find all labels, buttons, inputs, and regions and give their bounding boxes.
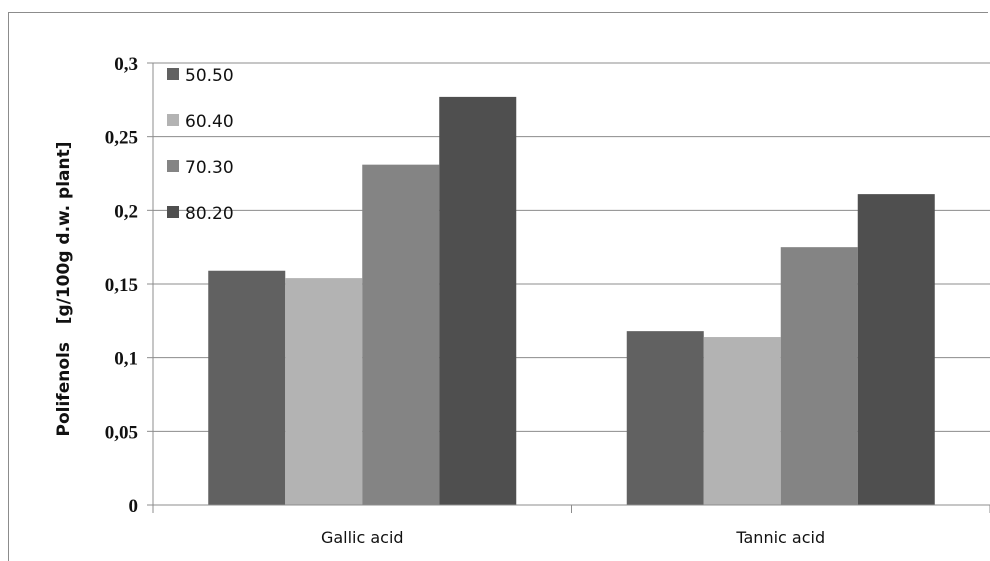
axes <box>147 62 990 513</box>
legend-swatch <box>167 114 179 126</box>
legend-label: 80.20 <box>185 204 234 224</box>
legend-swatch <box>167 160 179 172</box>
y-tick-label: 0,25 <box>105 128 138 149</box>
x-tick-labels: Gallic acid Tannic acid <box>321 528 825 547</box>
bar-60.40-tannic-acid <box>703 337 781 505</box>
legend-label: 70.30 <box>185 158 234 178</box>
y-axis-label: Polifenols [g/100g d.w. plant] <box>54 141 74 436</box>
bar-70.30-tannic-acid <box>780 247 858 505</box>
bar-50.50-tannic-acid <box>626 331 704 505</box>
legend-swatch <box>167 206 179 218</box>
bar-80.20-gallic-acid <box>439 96 517 506</box>
bars <box>208 96 935 506</box>
y-tick-label: 0,2 <box>114 201 138 222</box>
bar-50.50-gallic-acid <box>208 270 286 505</box>
chart-frame <box>8 12 988 561</box>
legend-swatch <box>167 68 179 80</box>
x-tick-label: Gallic acid <box>321 528 404 547</box>
y-tick-label: 0 <box>129 496 139 517</box>
y-tick-label: 0,1 <box>114 349 138 370</box>
bar-60.40-gallic-acid <box>285 278 363 505</box>
bar-70.30-gallic-acid <box>362 164 440 505</box>
legend-label: 60.40 <box>185 112 234 132</box>
bar-80.20-tannic-acid <box>857 194 935 506</box>
y-tick-labels: 0 0,05 0,1 0,15 0,2 0,25 0,3 <box>105 54 138 517</box>
legend-label: 50.50 <box>185 66 234 86</box>
legend: 50.50 60.40 70.30 80.20 <box>167 66 234 224</box>
y-tick-label: 0,3 <box>114 54 138 75</box>
y-tick-label: 0,15 <box>105 275 138 296</box>
y-tick-label: 0,05 <box>105 422 138 443</box>
x-tick-label: Tannic acid <box>735 528 825 547</box>
